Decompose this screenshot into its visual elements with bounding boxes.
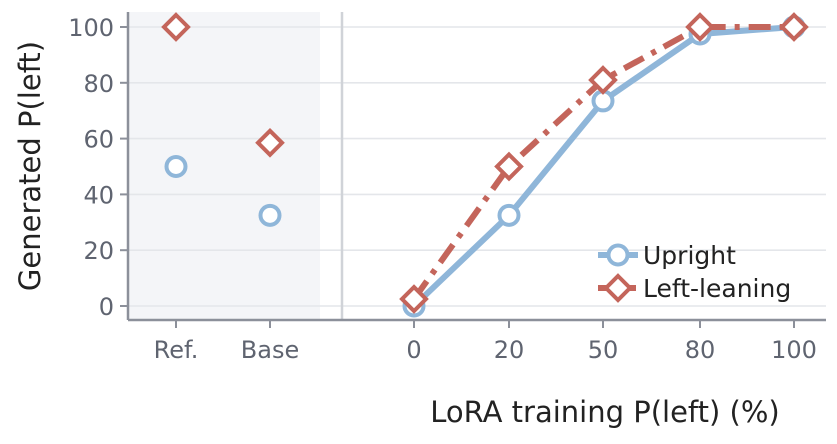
grid	[128, 26, 826, 307]
y-tick-label: 60	[83, 126, 114, 154]
data-point	[685, 12, 715, 42]
x-tick-label: 100	[771, 336, 817, 364]
y-tick-label: 80	[83, 70, 114, 98]
legend-marker	[606, 243, 630, 267]
y-axis-title: Generated P(left)	[13, 41, 47, 291]
x-tick-label: Base	[241, 336, 299, 364]
data-point	[399, 284, 429, 314]
y-tick-label: 0	[99, 293, 114, 321]
x-axis-title: LoRA training P(left) (%)	[430, 395, 779, 429]
reference-point	[258, 203, 282, 227]
legend-label: Left-leaning	[643, 274, 791, 303]
legend-label: Upright	[643, 241, 736, 270]
axes	[126, 12, 826, 322]
series-layer	[161, 12, 809, 318]
series-left-leaning	[161, 12, 809, 314]
reference-point	[161, 12, 191, 42]
x-ticks: Ref. Base 0 20 50 80 100	[154, 320, 817, 364]
data-point	[588, 65, 618, 95]
x-tick-label: 20	[494, 336, 525, 364]
x-tick-label: 50	[588, 336, 619, 364]
legend-marker	[603, 273, 633, 303]
reference-point	[255, 127, 285, 158]
legend: Upright Left-leaning	[598, 241, 791, 303]
legend-item: Left-leaning	[598, 273, 791, 303]
x-tick-label: Ref.	[154, 336, 199, 364]
y-tick-label: 40	[83, 181, 114, 209]
y-tick-label: 100	[68, 14, 114, 42]
reference-panel-background	[128, 12, 320, 320]
y-ticks: 0 20 40 60 80 100	[68, 14, 128, 321]
data-point	[494, 151, 524, 182]
y-tick-label: 20	[83, 237, 114, 265]
reference-point	[164, 155, 188, 178]
data-point	[779, 12, 809, 42]
data-point	[497, 203, 521, 227]
legend-item: Upright	[598, 241, 736, 270]
x-tick-label: 0	[406, 336, 421, 364]
x-tick-label: 80	[685, 336, 716, 364]
